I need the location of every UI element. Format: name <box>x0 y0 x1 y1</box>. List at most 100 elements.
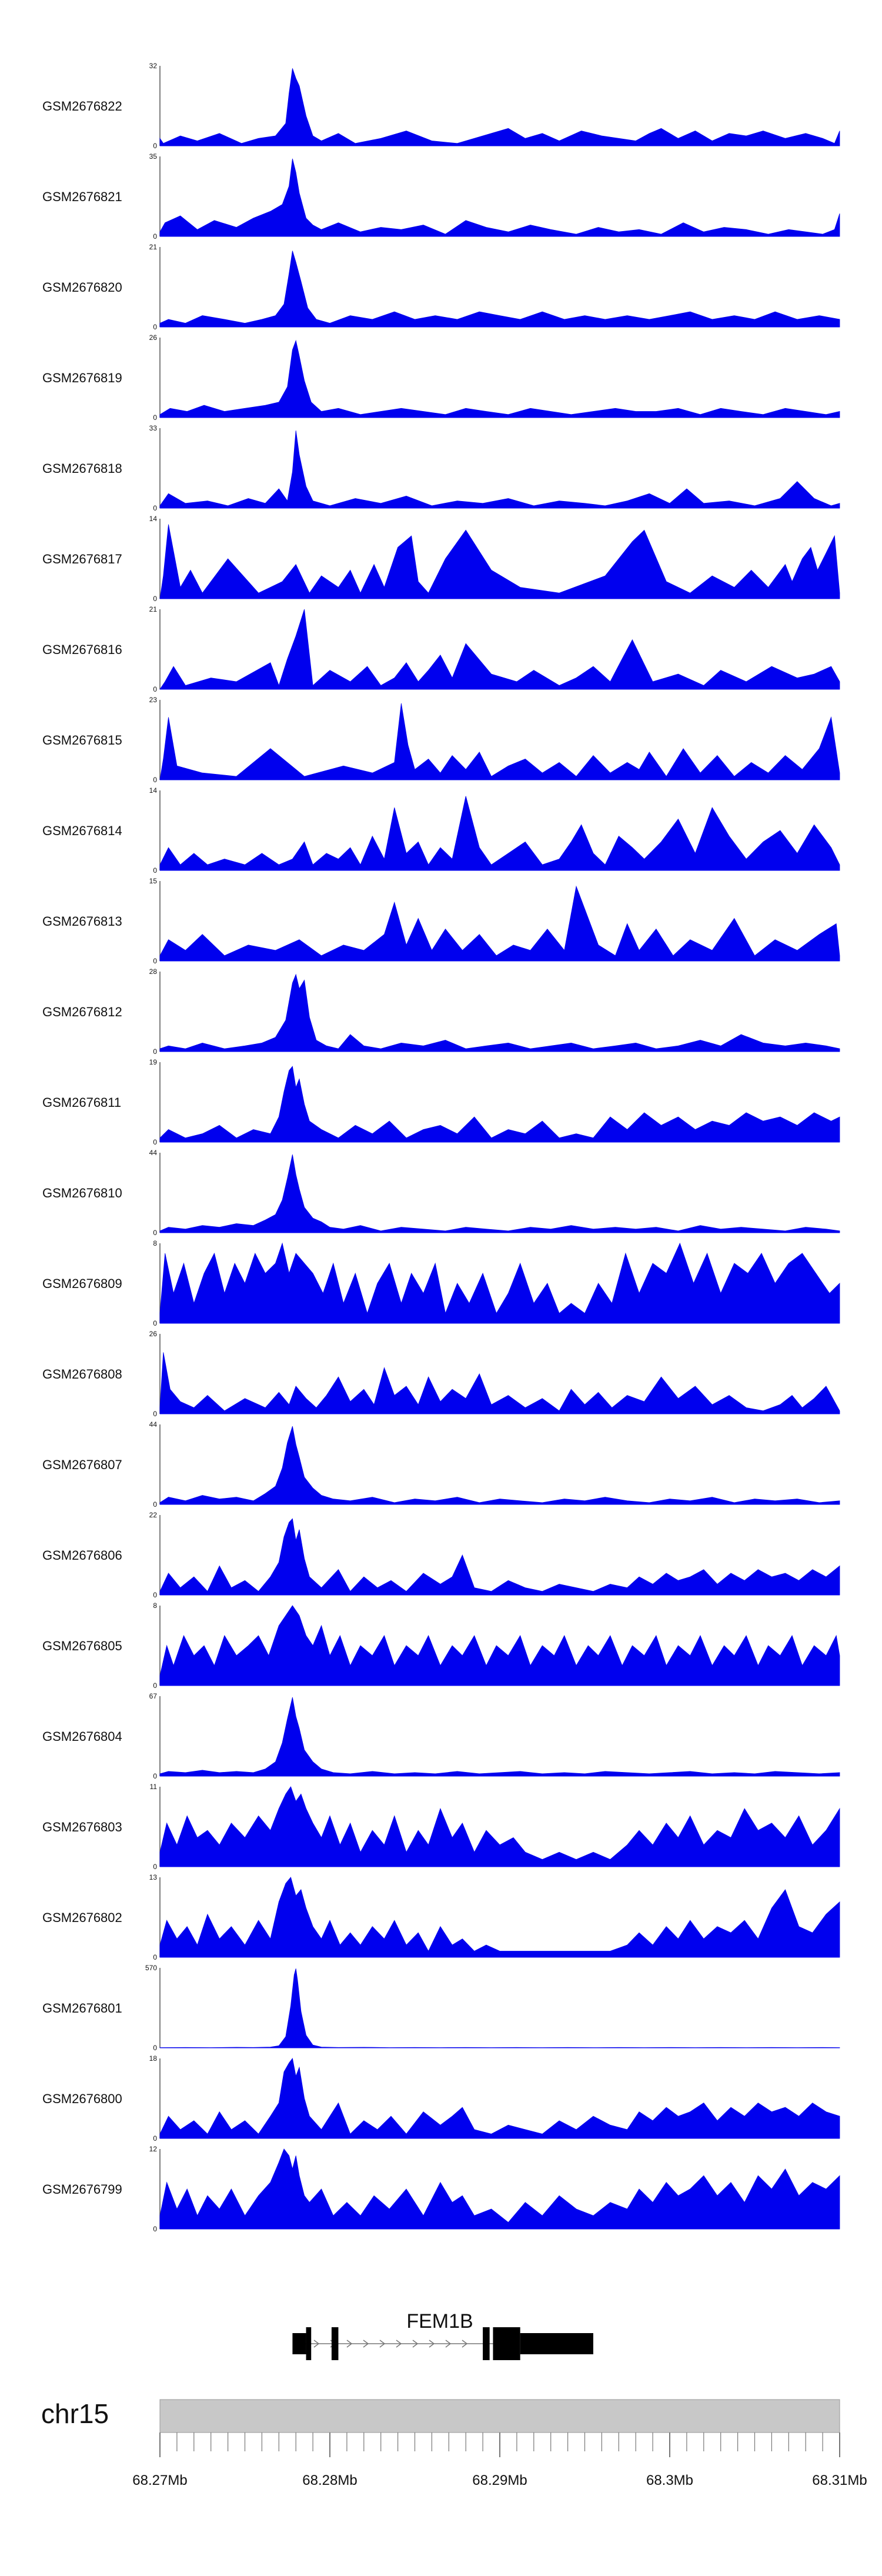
track-label: GSM2676802 <box>42 1910 122 1925</box>
gene-annotation-track: FEM1B <box>292 2310 593 2360</box>
track-gsm2676801: GSM2676801 570 0 <box>42 1964 840 2052</box>
track-gsm2676808: GSM2676808 26 0 <box>42 1330 840 1418</box>
strand-arrow <box>462 2340 468 2348</box>
track-ymax-label: 22 <box>149 1511 158 1519</box>
track-ymax-label: 14 <box>149 786 158 795</box>
chromosome-label: chr15 <box>41 2398 109 2429</box>
track-label: GSM2676813 <box>42 914 122 929</box>
gene-exon-cds <box>493 2327 520 2360</box>
track-label: GSM2676817 <box>42 552 122 566</box>
coverage-area <box>159 431 840 509</box>
coverage-area <box>159 1426 840 1505</box>
track-gsm2676805: GSM2676805 8 0 <box>42 1601 840 1690</box>
track-gsm2676822: GSM2676822 32 0 <box>42 62 840 150</box>
track-gsm2676803: GSM2676803 11 0 <box>42 1783 840 1871</box>
x-axis-tick-label: 68.29Mb <box>472 2472 527 2488</box>
track-ymax-label: 570 <box>145 1964 157 1972</box>
track-ymin-label: 0 <box>153 866 157 875</box>
track-gsm2676809: GSM2676809 8 0 <box>42 1239 840 1327</box>
strand-arrow <box>363 2340 369 2348</box>
track-ymin-label: 0 <box>153 957 157 965</box>
track-label: GSM2676814 <box>42 823 122 838</box>
track-ymax-label: 67 <box>149 1692 158 1700</box>
track-ymax-label: 32 <box>149 62 158 70</box>
track-gsm2676812: GSM2676812 28 0 <box>42 967 840 1056</box>
track-ymin-label: 0 <box>153 1319 157 1327</box>
track-ymax-label: 14 <box>149 515 158 523</box>
track-ymin-label: 0 <box>153 232 157 241</box>
track-ymin-label: 0 <box>153 323 157 331</box>
track-ymax-label: 21 <box>149 605 158 613</box>
track-label: GSM2676815 <box>42 733 122 748</box>
track-ymin-label: 0 <box>153 2134 157 2143</box>
ideogram-track: chr15 <box>41 2398 840 2457</box>
strand-arrow <box>396 2340 402 2348</box>
track-gsm2676818: GSM2676818 33 0 <box>42 424 840 512</box>
track-gsm2676815: GSM2676815 23 0 <box>42 696 840 784</box>
coverage-area <box>159 1786 840 1867</box>
track-ymin-label: 0 <box>153 1772 157 1780</box>
track-label: GSM2676821 <box>42 189 122 204</box>
track-gsm2676819: GSM2676819 26 0 <box>42 333 840 422</box>
coverage-area <box>159 1968 840 2048</box>
track-ymin-label: 0 <box>153 1047 157 1056</box>
gene-exon-cds <box>331 2327 339 2360</box>
track-gsm2676810: GSM2676810 44 0 <box>42 1149 840 1237</box>
track-ymax-label: 26 <box>149 1330 158 1338</box>
track-label: GSM2676804 <box>42 1729 122 1744</box>
coverage-area <box>159 609 840 690</box>
strand-arrow <box>445 2340 452 2348</box>
coverage-area <box>159 339 840 418</box>
strand-arrow <box>346 2340 353 2348</box>
track-gsm2676806: GSM2676806 22 0 <box>42 1511 840 1599</box>
track-ymax-label: 19 <box>149 1058 158 1066</box>
track-label: GSM2676810 <box>42 1186 122 1200</box>
track-ymax-label: 44 <box>149 1420 158 1429</box>
track-gsm2676811: GSM2676811 19 0 <box>42 1058 840 1146</box>
coverage-area <box>159 524 840 599</box>
coverage-area <box>159 1242 840 1324</box>
track-gsm2676820: GSM2676820 21 0 <box>42 243 840 331</box>
coverage-area <box>159 1605 840 1686</box>
track-ymax-label: 15 <box>149 877 158 885</box>
track-ymax-label: 26 <box>149 333 158 342</box>
track-ymin-label: 0 <box>153 776 157 784</box>
x-axis-tick-label: 68.27Mb <box>132 2472 187 2488</box>
track-ymax-label: 12 <box>149 2145 158 2153</box>
track-label: GSM2676801 <box>42 2001 122 2016</box>
track-gsm2676816: GSM2676816 21 0 <box>42 605 840 693</box>
track-gsm2676800: GSM2676800 18 0 <box>42 2054 840 2143</box>
track-ymax-label: 21 <box>149 243 158 251</box>
track-ymax-label: 33 <box>149 424 158 432</box>
track-gsm2676807: GSM2676807 44 0 <box>42 1420 840 1509</box>
track-gsm2676813: GSM2676813 15 0 <box>42 877 840 965</box>
coverage-area <box>159 703 840 780</box>
track-label: GSM2676809 <box>42 1276 122 1291</box>
track-ymin-label: 0 <box>153 1591 157 1599</box>
track-ymax-label: 23 <box>149 696 158 704</box>
track-ymin-label: 0 <box>153 504 157 512</box>
track-label: GSM2676799 <box>42 2182 122 2197</box>
track-ymax-label: 8 <box>153 1239 157 1247</box>
strand-arrow <box>429 2340 435 2348</box>
track-label: GSM2676807 <box>42 1457 122 1472</box>
track-label: GSM2676819 <box>42 371 122 385</box>
track-label: GSM2676805 <box>42 1639 122 1653</box>
coverage-area <box>159 885 840 962</box>
track-ymax-label: 8 <box>153 1601 157 1610</box>
coverage-area <box>159 1154 840 1233</box>
track-ymin-label: 0 <box>153 1410 157 1418</box>
track-ymin-label: 0 <box>153 1500 157 1509</box>
strand-arrow <box>379 2340 386 2348</box>
track-gsm2676821: GSM2676821 35 0 <box>42 152 840 241</box>
track-ymin-label: 0 <box>153 413 157 422</box>
track-gsm2676817: GSM2676817 14 0 <box>42 515 840 603</box>
track-ymax-label: 11 <box>150 1783 158 1791</box>
strand-arrow <box>412 2340 419 2348</box>
track-label: GSM2676818 <box>42 461 122 476</box>
track-label: GSM2676808 <box>42 1367 122 1382</box>
track-ymax-label: 13 <box>149 1873 158 1881</box>
gene-exon-utr <box>292 2333 306 2354</box>
coverage-area <box>159 1697 840 1777</box>
track-gsm2676802: GSM2676802 13 0 <box>42 1873 840 1961</box>
